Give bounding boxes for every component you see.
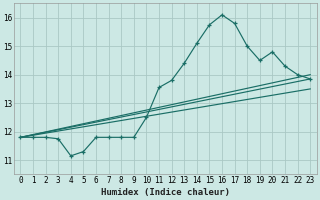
X-axis label: Humidex (Indice chaleur): Humidex (Indice chaleur) [101, 188, 230, 197]
